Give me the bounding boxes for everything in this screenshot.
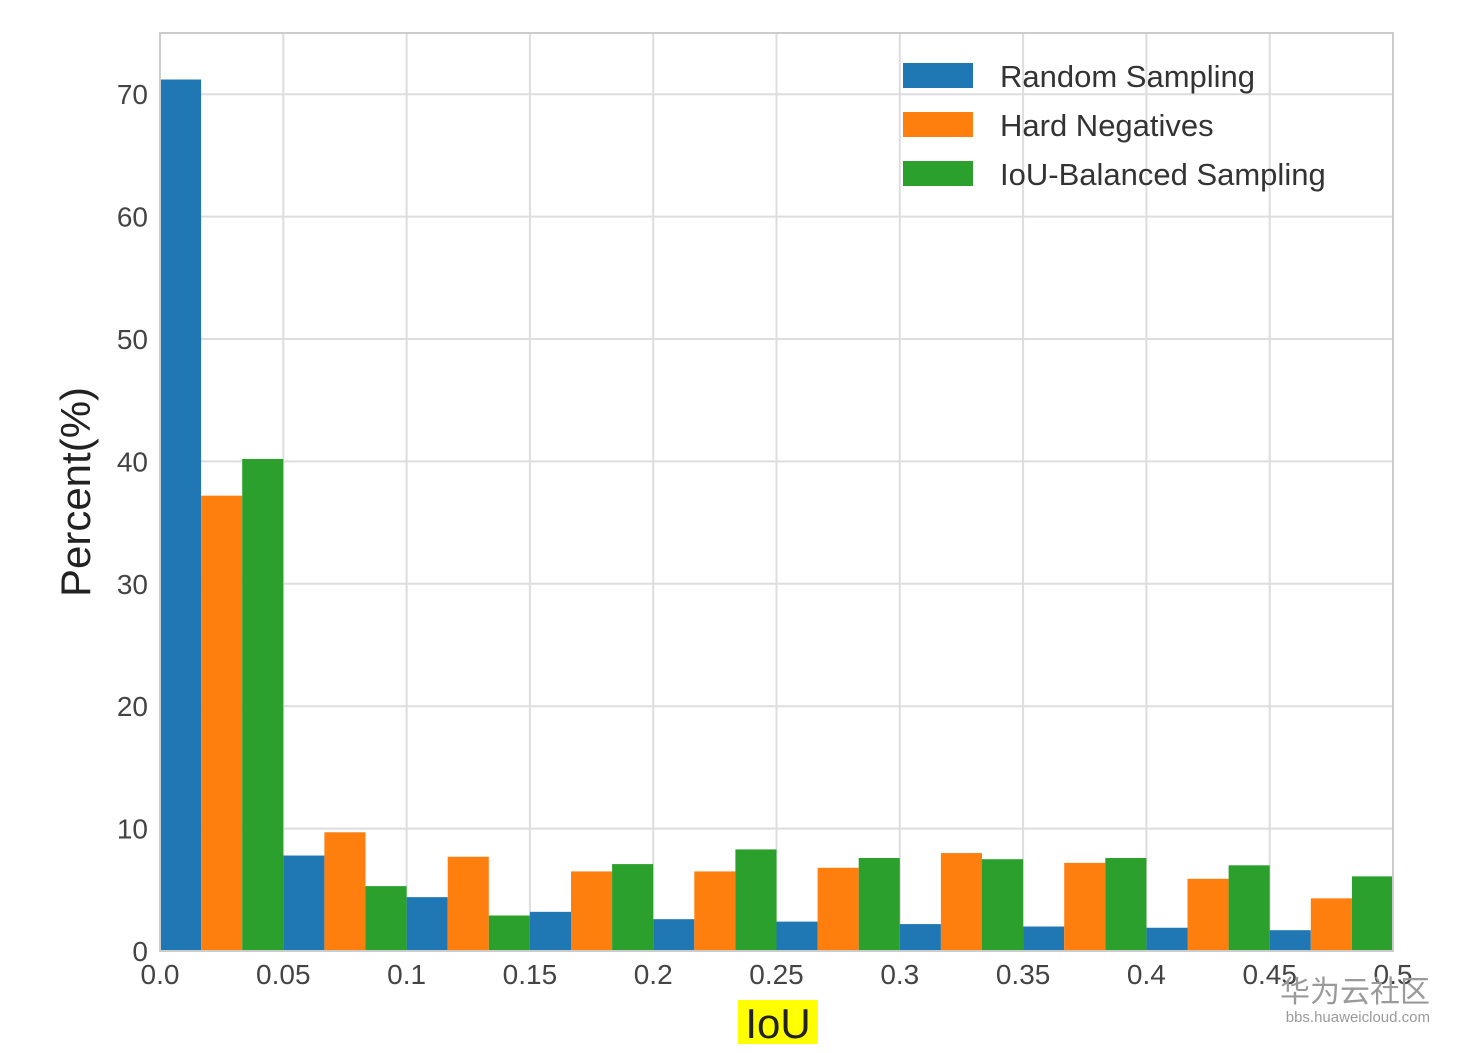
bar: [160, 79, 202, 951]
legend-label: IoU-Balanced Sampling: [1000, 157, 1326, 192]
y-tick-label: 30: [117, 569, 148, 600]
y-tick-label: 10: [117, 814, 148, 845]
bar: [735, 849, 777, 951]
bar: [899, 924, 941, 951]
bar: [283, 855, 325, 951]
bar: [324, 832, 366, 951]
x-tick-label: 0.5: [1374, 959, 1413, 990]
bar: [858, 857, 900, 951]
x-tick-label: 0.35: [996, 959, 1051, 990]
x-tick-label: 0.0: [141, 959, 180, 990]
bar: [1269, 930, 1311, 951]
x-tick-label: 0.2: [634, 959, 673, 990]
bar: [365, 886, 407, 951]
y-tick-label: 0: [132, 936, 148, 967]
x-tick-label: 0.05: [256, 959, 311, 990]
y-tick-label: 70: [117, 79, 148, 110]
bar: [447, 856, 489, 951]
bar: [201, 495, 243, 951]
y-tick-label: 60: [117, 202, 148, 233]
x-axis-title-highlight: [738, 1000, 818, 1044]
legend-swatch: [903, 112, 973, 137]
x-tick-label: 0.15: [503, 959, 558, 990]
y-tick-label: 20: [117, 691, 148, 722]
bar: [817, 867, 859, 951]
bars: [160, 79, 1393, 951]
y-tick-label: 50: [117, 324, 148, 355]
legend-swatch: [903, 63, 973, 88]
bar: [488, 915, 530, 951]
legend-label: Hard Negatives: [1000, 108, 1214, 143]
bar: [242, 458, 284, 951]
bar: [1064, 862, 1106, 951]
bar: [1023, 926, 1065, 951]
x-tick-label: 0.4: [1127, 959, 1166, 990]
y-tick-labels: 0 10 20 30 40 50 60 70: [117, 79, 148, 967]
x-tick-labels: 0.0 0.05 0.1 0.15 0.2 0.25 0.3 0.35 0.4 0.45 0.5: [141, 959, 1413, 990]
bar: [529, 911, 571, 951]
y-axis-title: Percent(%): [52, 387, 99, 597]
x-tick-label: 0.45: [1242, 959, 1297, 990]
bar: [694, 871, 736, 951]
legend-swatch: [903, 161, 973, 186]
x-tick-label: 0.25: [749, 959, 804, 990]
bar: [1310, 898, 1352, 951]
bar: [1351, 876, 1393, 951]
bar: [406, 897, 448, 951]
watermark-url: bbs.huaweicloud.com: [1285, 1009, 1430, 1026]
x-axis-title: IoU: [745, 1000, 810, 1047]
legend-label: Random Sampling: [1000, 59, 1255, 94]
watermark-title: 华为云社区: [1280, 975, 1430, 1010]
y-tick-label: 40: [117, 446, 148, 477]
bar: [1228, 865, 1270, 951]
bar: [653, 919, 695, 951]
bar: [1146, 927, 1188, 951]
legend: Random Sampling Hard Negatives IoU-Balance…: [903, 59, 1326, 192]
bar: [1187, 878, 1229, 951]
bar: [1105, 857, 1147, 951]
bar: [982, 859, 1024, 951]
bar: [612, 864, 654, 951]
bar: [776, 921, 818, 951]
x-tick-label: 0.1: [387, 959, 426, 990]
bar: [940, 853, 982, 951]
watermark: 华为云社区 bbs.huaweicloud.com: [1280, 977, 1430, 1027]
x-tick-label: 0.3: [880, 959, 919, 990]
plot-frame: [159, 32, 1394, 952]
bar: [571, 871, 613, 951]
